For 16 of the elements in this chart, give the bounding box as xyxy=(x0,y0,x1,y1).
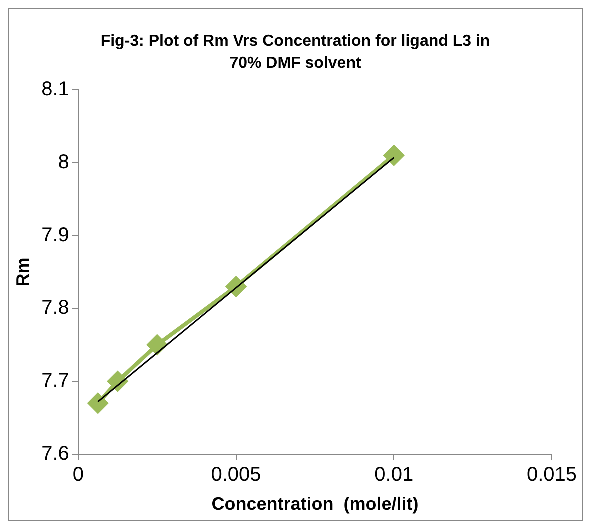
y-tick-label: 7.7 xyxy=(42,370,70,392)
y-tick-label: 7.8 xyxy=(42,297,70,320)
chart-title: Fig-3: Plot of Rm Vrs Concentration for ligand L3 in 70% DMF solvent xyxy=(100,32,492,74)
x-tick-label: 0.015 xyxy=(526,464,578,486)
x-tick-label: 0.01 xyxy=(374,464,414,486)
point xyxy=(88,393,108,414)
y-axis-title: Rm xyxy=(12,258,33,287)
x-tick-label: 0 xyxy=(72,464,84,486)
y-tick-label: 8 xyxy=(58,151,70,174)
point xyxy=(384,146,404,166)
y-tick-label: 8.1 xyxy=(42,78,70,101)
y-tick-label: 7.9 xyxy=(42,224,70,246)
x-tick-label: 0.005 xyxy=(211,464,262,486)
x-axis-title: Concentration (mole/lit) xyxy=(212,494,419,514)
point xyxy=(147,335,168,356)
y-tick-label: 7.6 xyxy=(42,442,70,465)
